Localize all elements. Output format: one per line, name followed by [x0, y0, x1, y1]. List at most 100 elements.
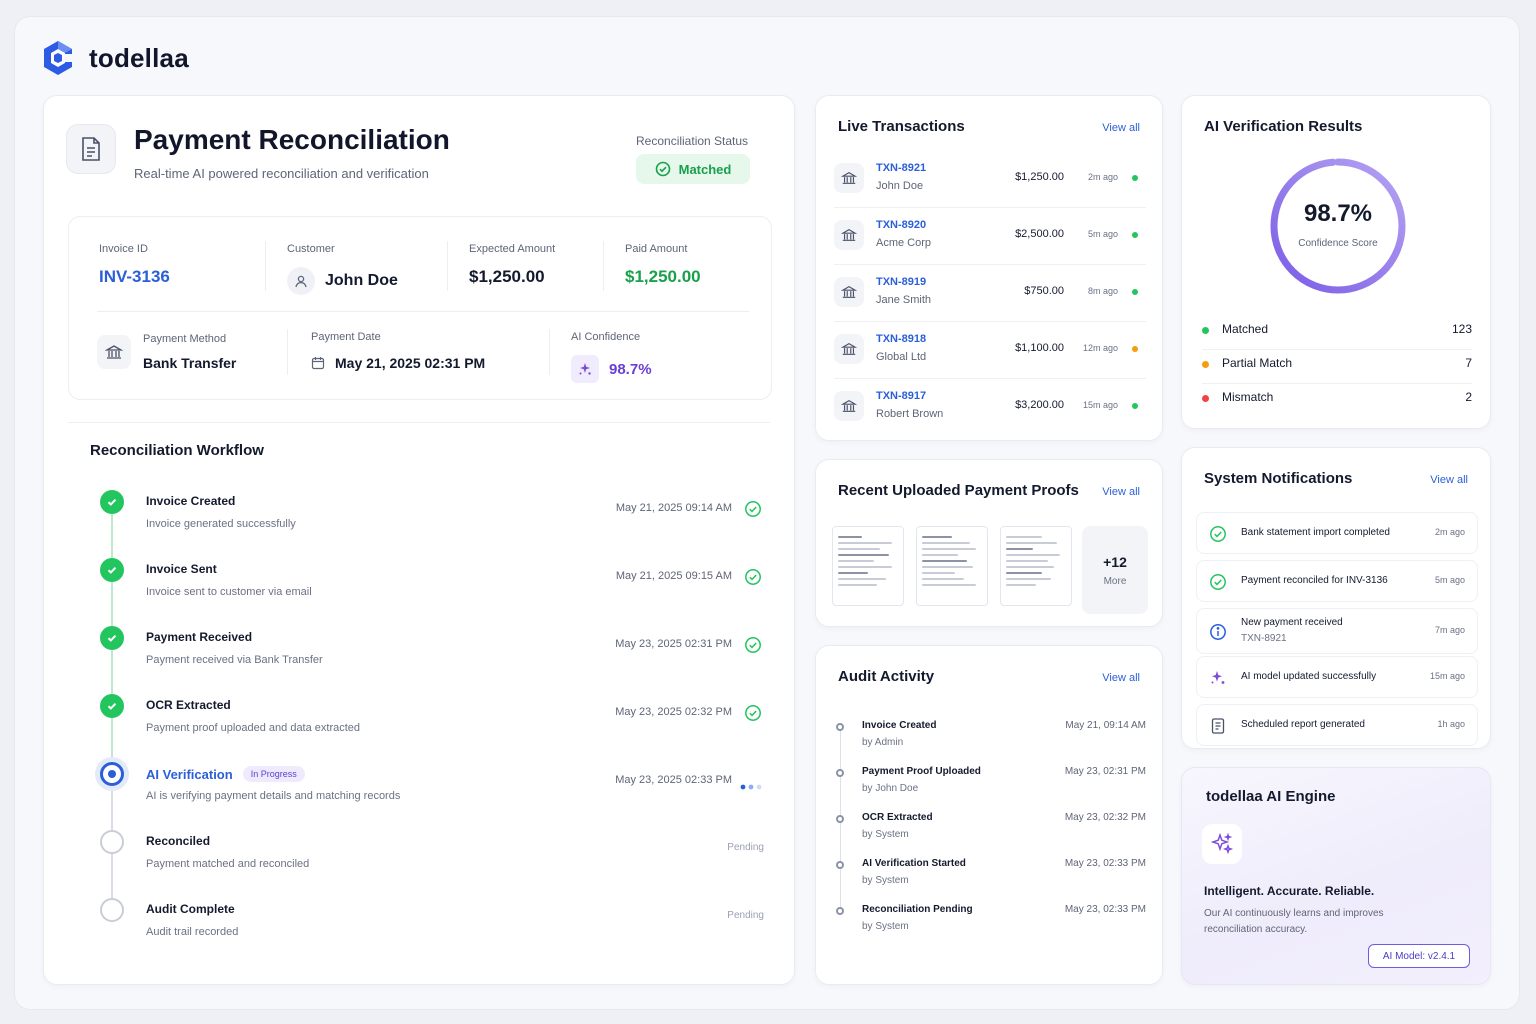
- audit-timestamp: May 21, 09:14 AM: [1065, 720, 1146, 731]
- legend-dot: [1202, 361, 1209, 368]
- payment-proofs-card: Recent Uploaded Payment Proofs View all …: [815, 459, 1163, 627]
- step-name-row: Invoice Sent: [146, 562, 217, 576]
- divider: [265, 241, 266, 291]
- step-description: Invoice sent to customer via email: [146, 586, 312, 598]
- sparkle-icon: [1202, 824, 1242, 864]
- more-proofs-count: +12: [1103, 554, 1127, 570]
- transaction-id[interactable]: TXN-8920: [876, 219, 927, 231]
- audit-actor: by System: [862, 829, 909, 840]
- transaction-id[interactable]: TXN-8917: [876, 390, 927, 402]
- legend-row: Matched 123: [1202, 316, 1472, 350]
- workflow-step[interactable]: Invoice Created Invoice generated success…: [44, 490, 796, 550]
- payment-proofs-title: Recent Uploaded Payment Proofs: [838, 482, 1079, 499]
- notification-text: Bank statement import completed: [1241, 527, 1390, 538]
- step-description: Payment proof uploaded and data extracte…: [146, 722, 361, 734]
- legend-dot: [1202, 327, 1209, 334]
- ai-verification-card: AI Verification Results 98.7% Confidence…: [1181, 95, 1491, 429]
- confidence-score-value: 98.7%: [1303, 200, 1373, 227]
- audit-activity-title: Audit Activity: [838, 668, 935, 685]
- customer-row: John Doe: [287, 267, 398, 295]
- workflow-step[interactable]: Reconciled Payment matched and reconciled…: [44, 830, 796, 890]
- audit-view-all-link[interactable]: View all: [1102, 672, 1140, 684]
- step-description: Audit trail recorded: [146, 926, 239, 938]
- transaction-row[interactable]: TXN-8918 Global Ltd $1,100.00 12m ago: [834, 323, 1146, 379]
- ai-engine-headline: Intelligent. Accurate. Reliable.: [1204, 884, 1375, 898]
- transaction-row[interactable]: TXN-8921 John Doe $1,250.00 2m ago: [834, 152, 1146, 208]
- app-window: todellaa Payment Reconciliation Real-tim…: [14, 16, 1520, 1010]
- sparkle-icon: [571, 355, 599, 383]
- timeline-dot: [836, 769, 844, 777]
- notification-time: 15m ago: [1429, 671, 1465, 681]
- notification-text: Scheduled report generated: [1241, 719, 1365, 730]
- audit-item: AI Verification Started by System May 23, …: [836, 858, 1146, 902]
- workflow-step[interactable]: Invoice Sent Invoice sent to customer via…: [44, 558, 796, 618]
- timeline-dot: [836, 723, 844, 731]
- workflow-step[interactable]: Payment Received Payment received via Ban…: [44, 626, 796, 686]
- payment-method-label: Payment Method: [143, 333, 227, 345]
- status-dot: [1132, 232, 1138, 238]
- legend-row: Mismatch 2: [1202, 384, 1472, 418]
- payment-date-label: Payment Date: [311, 331, 381, 343]
- proof-thumbnail[interactable]: [916, 526, 988, 606]
- legend-dot: [1202, 395, 1209, 402]
- step-description: Invoice generated successfully: [146, 518, 296, 530]
- live-transactions-title: Live Transactions: [838, 118, 965, 135]
- notification-time: 2m ago: [1434, 527, 1465, 537]
- transaction-row[interactable]: TXN-8919 Jane Smith $750.00 8m ago: [834, 266, 1146, 322]
- status-dot: [1132, 175, 1138, 181]
- calendar-icon: [311, 357, 325, 370]
- ai-confidence-row: 98.7%: [571, 355, 652, 383]
- step-name-row: Reconciled: [146, 834, 210, 848]
- transaction-id[interactable]: TXN-8921: [876, 162, 927, 174]
- notifications-view-all-link[interactable]: View all: [1430, 474, 1468, 486]
- audit-timestamp: May 23, 02:33 PM: [1064, 904, 1146, 915]
- notification-item[interactable]: Scheduled report generated 1h ago: [1196, 704, 1478, 746]
- step-name: OCR Extracted: [146, 698, 231, 712]
- audit-activity-card: Audit Activity View all Invoice Created b…: [815, 645, 1163, 985]
- report-icon: [1209, 717, 1227, 740]
- audit-title: Reconciliation Pending: [862, 904, 973, 915]
- check-circle-icon: [744, 636, 762, 659]
- step-description: Payment received via Bank Transfer: [146, 654, 323, 666]
- transaction-id[interactable]: TXN-8918: [876, 333, 927, 345]
- step-name: AI Verification: [146, 766, 233, 782]
- status-dot: [1132, 403, 1138, 409]
- bank-icon: [834, 391, 864, 421]
- ai-confidence-value: 98.7%: [609, 360, 652, 378]
- step-active-icon: [100, 762, 124, 786]
- workflow-step[interactable]: Audit Complete Audit trail recorded Pendin…: [44, 898, 796, 958]
- audit-title: OCR Extracted: [862, 812, 933, 823]
- notification-item[interactable]: Bank statement import completed 2m ago: [1196, 512, 1478, 554]
- more-proofs-button[interactable]: +12 More: [1082, 526, 1148, 614]
- check-circle-icon: [1209, 573, 1227, 596]
- divider: [287, 329, 288, 375]
- live-view-all-link[interactable]: View all: [1102, 122, 1140, 134]
- proofs-view-all-link[interactable]: View all: [1102, 486, 1140, 498]
- notification-item[interactable]: Payment reconciled for INV-3136 5m ago: [1196, 560, 1478, 602]
- transaction-id[interactable]: TXN-8919: [876, 276, 927, 288]
- notification-item[interactable]: New payment received TXN-8921 7m ago: [1196, 608, 1478, 654]
- bank-icon: [97, 335, 131, 369]
- transaction-amount: $2,500.00: [1015, 228, 1064, 240]
- workflow-step[interactable]: OCR Extracted Payment proof uploaded and …: [44, 694, 796, 754]
- brand-logo[interactable]: todellaa: [41, 39, 189, 77]
- confidence-ring-arc: [1270, 158, 1406, 294]
- ai-model-badge[interactable]: AI Model: v2.4.1: [1368, 944, 1470, 968]
- legend-name: Matched: [1222, 322, 1269, 336]
- transaction-row[interactable]: TXN-8917 Robert Brown $3,200.00 15m ago: [834, 380, 1146, 436]
- notification-text: New payment received: [1241, 617, 1343, 628]
- transaction-time: 5m ago: [1087, 229, 1118, 239]
- audit-item: Payment Proof Uploaded by John Doe May 23,…: [836, 766, 1146, 810]
- ai-engine-title: todellaa AI Engine: [1206, 788, 1336, 805]
- transaction-row[interactable]: TXN-8920 Acme Corp $2,500.00 5m ago: [834, 209, 1146, 265]
- legend-value: 123: [1451, 322, 1472, 336]
- notification-item[interactable]: AI model updated successfully 15m ago: [1196, 656, 1478, 698]
- workflow-step[interactable]: AI Verification In Progress AI is verifyin…: [44, 762, 796, 822]
- status-label: Reconciliation Status: [636, 134, 749, 148]
- notification-text: Payment reconciled for INV-3136: [1241, 575, 1388, 586]
- invoice-id-value[interactable]: INV-3136: [99, 267, 170, 286]
- step-timestamp: May 21, 2025 09:14 AM: [615, 502, 732, 514]
- proof-thumbnail[interactable]: [1000, 526, 1072, 606]
- proof-thumbnail[interactable]: [832, 526, 904, 606]
- timeline-dot: [836, 861, 844, 869]
